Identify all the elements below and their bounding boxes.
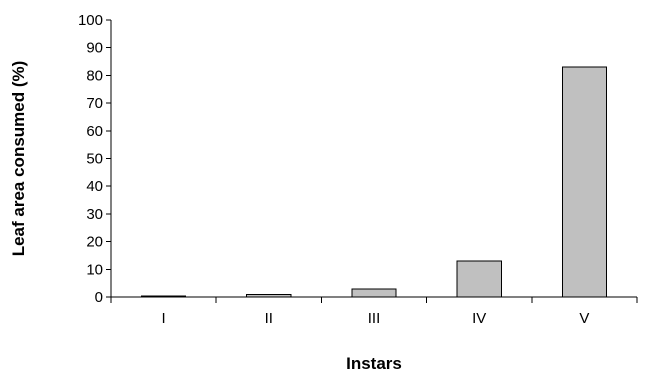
x-axis-title: Instars xyxy=(346,354,402,373)
y-tick-label: 70 xyxy=(86,95,103,112)
bar-IV xyxy=(456,260,502,298)
x-tick-label: III xyxy=(368,310,381,327)
bar-V xyxy=(561,66,607,298)
x-axis-ticks: I II III IV V xyxy=(110,297,638,327)
bar-III xyxy=(351,288,397,298)
y-tick-label: 10 xyxy=(86,261,103,278)
y-axis-title: Leaf area consumed (%) xyxy=(9,61,28,257)
y-tick-label: 90 xyxy=(86,40,103,57)
y-tick-label: 40 xyxy=(86,178,103,195)
y-tick-label: 100 xyxy=(78,12,103,29)
bars xyxy=(141,66,607,298)
x-tick-label: IV xyxy=(472,310,486,327)
y-axis-ticks: 0 10 20 30 40 50 60 70 80 90 100 xyxy=(78,12,111,306)
x-tick-label: II xyxy=(265,310,273,327)
x-tick-label: V xyxy=(579,310,589,327)
y-tick-label: 80 xyxy=(86,67,103,84)
x-tick-label: I xyxy=(162,310,166,327)
y-tick-label: 30 xyxy=(86,206,103,223)
y-tick-label: 20 xyxy=(86,234,103,251)
y-tick-label: 50 xyxy=(86,151,103,168)
y-tick-label: 60 xyxy=(86,123,103,140)
y-tick-label: 0 xyxy=(95,289,103,306)
